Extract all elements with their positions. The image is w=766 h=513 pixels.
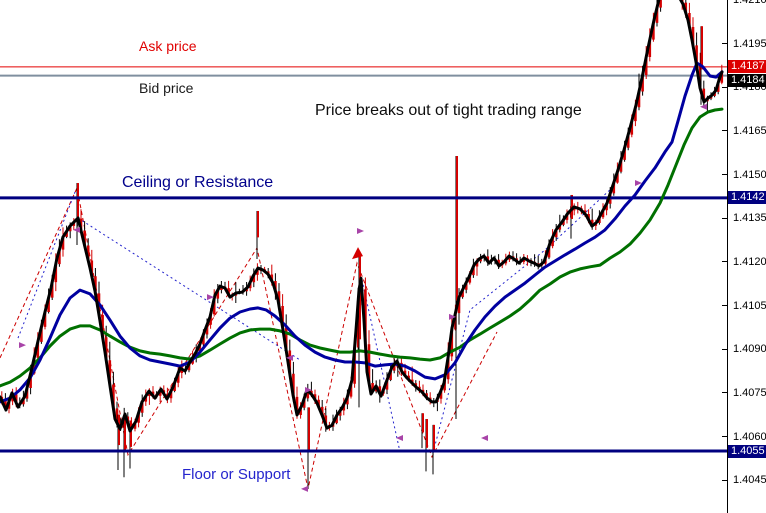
fractal-arrow-icon: [481, 434, 488, 441]
axis-tick: [722, 86, 727, 88]
axis-tick: [722, 174, 727, 176]
axis-tick-label: 1.4165: [733, 124, 766, 137]
fractal-arrow-icon: [357, 228, 364, 235]
axis-tick: [722, 305, 727, 306]
axis-tick: [722, 348, 727, 350]
candle-bodies: [0, 0, 724, 429]
zigzag-arrowhead-icon: [352, 247, 363, 260]
axis-tick-label: 1.4210: [733, 0, 766, 6]
resistance-badge: 1.4142: [728, 191, 766, 205]
axis-tick: [722, 217, 727, 219]
axis-tick-label: 1.4045: [733, 474, 766, 487]
axis-tick-label: 1.4105: [733, 299, 766, 312]
dashed-trendline: [432, 187, 613, 454]
fractal-arrow-icon: [19, 342, 26, 349]
price-axis-line: [727, 0, 728, 513]
close-price-line: [0, 0, 724, 433]
axis-tick-label: 1.4075: [733, 386, 766, 399]
axis-tick: [722, 392, 727, 394]
fractal-arrow-icon: [286, 354, 293, 361]
fractal-arrow-icon: [635, 180, 642, 187]
blue-dashed-trendlines: [17, 187, 613, 454]
dashed-trendline: [361, 279, 401, 453]
support-badge: 1.4055: [728, 444, 766, 458]
candles-layer: [0, 0, 724, 432]
zigzag-arrow-layer: [352, 247, 363, 260]
candle-wicks-black: [4, 0, 719, 432]
ask-price-label: Ask price: [139, 38, 197, 54]
fractal-arrow-icon: [207, 294, 214, 301]
axis-tick-label: 1.4120: [733, 255, 766, 268]
bid-price-label: Bid price: [139, 80, 194, 96]
axis-tick-label: 1.4150: [733, 168, 766, 181]
ma-slow-green: [0, 107, 724, 388]
axis-tick: [722, 261, 727, 263]
dashed-trendline: [77, 217, 301, 361]
axis-tick-label: 1.4060: [733, 430, 766, 443]
axis-tick: [722, 479, 727, 481]
fractal-arrow-icon: [301, 485, 308, 492]
ma-medium-blue: [0, 61, 724, 404]
axis-tick: [722, 43, 727, 45]
bid-price-badge: 1.4184: [728, 73, 766, 87]
close-price-line-layer: [0, 0, 724, 433]
ask-price-badge: 1.4187: [728, 60, 766, 74]
ma-slow-green-layer: [0, 107, 724, 388]
axis-tick: [722, 130, 727, 132]
fractal-arrow-icon: [449, 313, 456, 320]
fractal-arrow-icon: [396, 434, 403, 441]
support-label: Floor or Support: [182, 466, 291, 483]
fractal-arrow-icon: [73, 226, 80, 233]
price-chart-canvas: [0, 0, 727, 492]
ask-bid-lines: [0, 66, 727, 77]
fractal-arrow-icon: [700, 103, 707, 110]
axis-tick: [722, 436, 727, 437]
resistance-label: Ceiling or Resistance: [122, 174, 274, 191]
axis-tick-label: 1.4090: [733, 343, 766, 356]
support-resistance-lines: [0, 196, 727, 453]
breakout-annotation: Price breaks out of tight trading range: [315, 102, 582, 119]
axis-tick-label: 1.4135: [733, 212, 766, 225]
dashed-trendline: [17, 191, 76, 339]
swing-markers: [19, 103, 707, 492]
ma-medium-blue-layer: [0, 61, 724, 404]
fractal-arrow-icon: [305, 386, 312, 393]
axis-tick-label: 1.4195: [733, 37, 766, 50]
